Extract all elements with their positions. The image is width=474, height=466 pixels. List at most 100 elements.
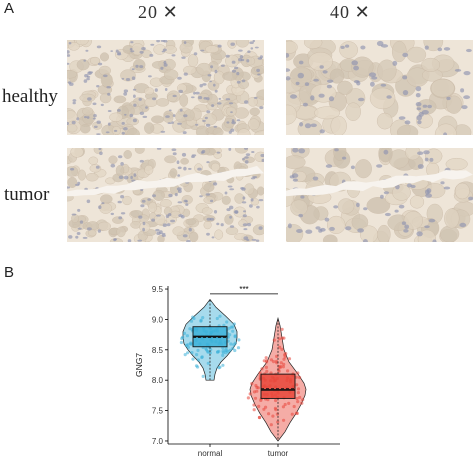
significance-label: ***: [239, 285, 248, 294]
panel-a-label: A: [4, 0, 15, 17]
data-point-normal: [232, 322, 236, 326]
data-point-normal: [236, 346, 241, 350]
data-point-normal: [191, 315, 195, 319]
data-point-tumor: [274, 408, 278, 412]
micrograph-healthy-40x: [286, 40, 473, 135]
data-point-tumor: [264, 365, 268, 369]
data-point-normal: [204, 347, 208, 351]
data-point-tumor: [264, 360, 269, 364]
data-point-tumor: [260, 367, 264, 371]
data-point-normal: [195, 353, 199, 357]
data-point-normal: [228, 333, 232, 337]
data-point-normal: [231, 346, 235, 350]
data-point-tumor: [274, 398, 278, 403]
data-point-tumor: [250, 382, 254, 386]
data-point-tumor: [287, 401, 291, 405]
data-point-tumor: [265, 369, 269, 373]
data-point-normal: [196, 348, 200, 352]
data-point-normal: [223, 348, 227, 352]
data-point-tumor: [275, 354, 279, 358]
y-tick-label: 8.0: [152, 376, 164, 385]
y-tick-label: 9.5: [152, 285, 164, 294]
data-point-tumor: [281, 365, 285, 369]
data-point-normal: [233, 335, 237, 339]
data-point-normal: [237, 338, 241, 342]
data-point-normal: [209, 348, 213, 352]
data-point-tumor: [296, 391, 300, 395]
data-point-tumor: [258, 371, 262, 375]
data-point-normal: [231, 329, 235, 333]
data-point-tumor: [277, 337, 281, 341]
data-point-tumor: [257, 404, 261, 408]
data-point-tumor: [283, 355, 287, 359]
x-tick-label-tumor: tumor: [268, 449, 289, 458]
data-point-normal: [179, 340, 183, 345]
data-point-tumor: [248, 392, 252, 396]
column-header-20x: 20 ✕: [138, 2, 179, 22]
data-point-normal: [216, 350, 220, 354]
y-tick-label: 9.0: [152, 315, 164, 324]
y-tick-label: 8.5: [152, 346, 164, 355]
data-point-tumor: [269, 423, 273, 427]
data-point-tumor: [280, 336, 284, 340]
data-point-tumor: [257, 415, 261, 420]
data-point-normal: [186, 345, 190, 349]
y-tick-label: 7.5: [152, 407, 164, 416]
data-point-normal: [199, 318, 203, 322]
y-axis-label: GNG7: [134, 353, 144, 377]
data-point-tumor: [253, 396, 258, 400]
data-point-tumor: [275, 361, 279, 365]
data-point-tumor: [252, 408, 256, 412]
data-point-tumor: [278, 345, 282, 349]
data-point-normal: [186, 351, 190, 355]
data-point-tumor: [282, 357, 286, 361]
data-point-normal: [229, 342, 233, 346]
data-point-normal: [200, 355, 204, 360]
data-point-tumor: [280, 347, 284, 351]
data-point-normal: [196, 358, 200, 362]
gng7-violin-chart: 7.0 7.5 8.0 8.5 9.0 9.5 GNG7 normal tumor ***: [134, 285, 340, 458]
data-point-tumor: [296, 371, 300, 375]
data-point-normal: [228, 348, 232, 352]
data-point-tumor: [294, 411, 299, 415]
y-tick-label: 7.0: [152, 437, 164, 446]
data-point-tumor: [252, 390, 257, 394]
data-point-tumor: [254, 383, 258, 388]
row-label-tumor: tumor: [4, 184, 50, 205]
data-point-tumor: [296, 400, 300, 404]
data-point-tumor: [295, 383, 299, 387]
data-point-normal: [181, 335, 185, 339]
data-point-tumor: [276, 420, 280, 424]
data-point-normal: [231, 325, 235, 329]
data-point-tumor: [256, 386, 260, 390]
data-point-tumor: [275, 412, 279, 416]
data-point-normal: [218, 314, 222, 318]
data-point-tumor: [292, 404, 296, 409]
data-point-tumor: [294, 375, 298, 379]
data-point-tumor: [272, 338, 276, 342]
micrograph-tumor-20x: [67, 148, 264, 242]
data-point-tumor: [296, 387, 301, 391]
data-point-tumor: [282, 418, 286, 422]
data-point-normal: [206, 361, 210, 365]
data-point-normal: [183, 353, 187, 357]
data-point-normal: [206, 350, 210, 354]
panel-b-label: B: [4, 264, 15, 281]
x-tick-label-normal: normal: [198, 449, 223, 458]
data-point-normal: [188, 342, 193, 346]
data-point-tumor: [272, 360, 276, 364]
data-point-normal: [215, 316, 219, 321]
data-point-normal: [201, 316, 205, 320]
data-point-tumor: [279, 361, 283, 365]
violin-group-tumor: [246, 316, 307, 442]
data-point-normal: [222, 323, 226, 327]
data-point-normal: [186, 343, 190, 347]
data-point-normal: [221, 363, 225, 367]
data-point-tumor: [264, 356, 268, 360]
data-point-tumor: [300, 401, 304, 405]
data-point-normal: [233, 348, 237, 353]
data-point-normal: [191, 357, 195, 361]
data-point-tumor: [282, 362, 286, 366]
data-point-tumor: [290, 412, 294, 416]
data-point-tumor: [295, 396, 299, 401]
